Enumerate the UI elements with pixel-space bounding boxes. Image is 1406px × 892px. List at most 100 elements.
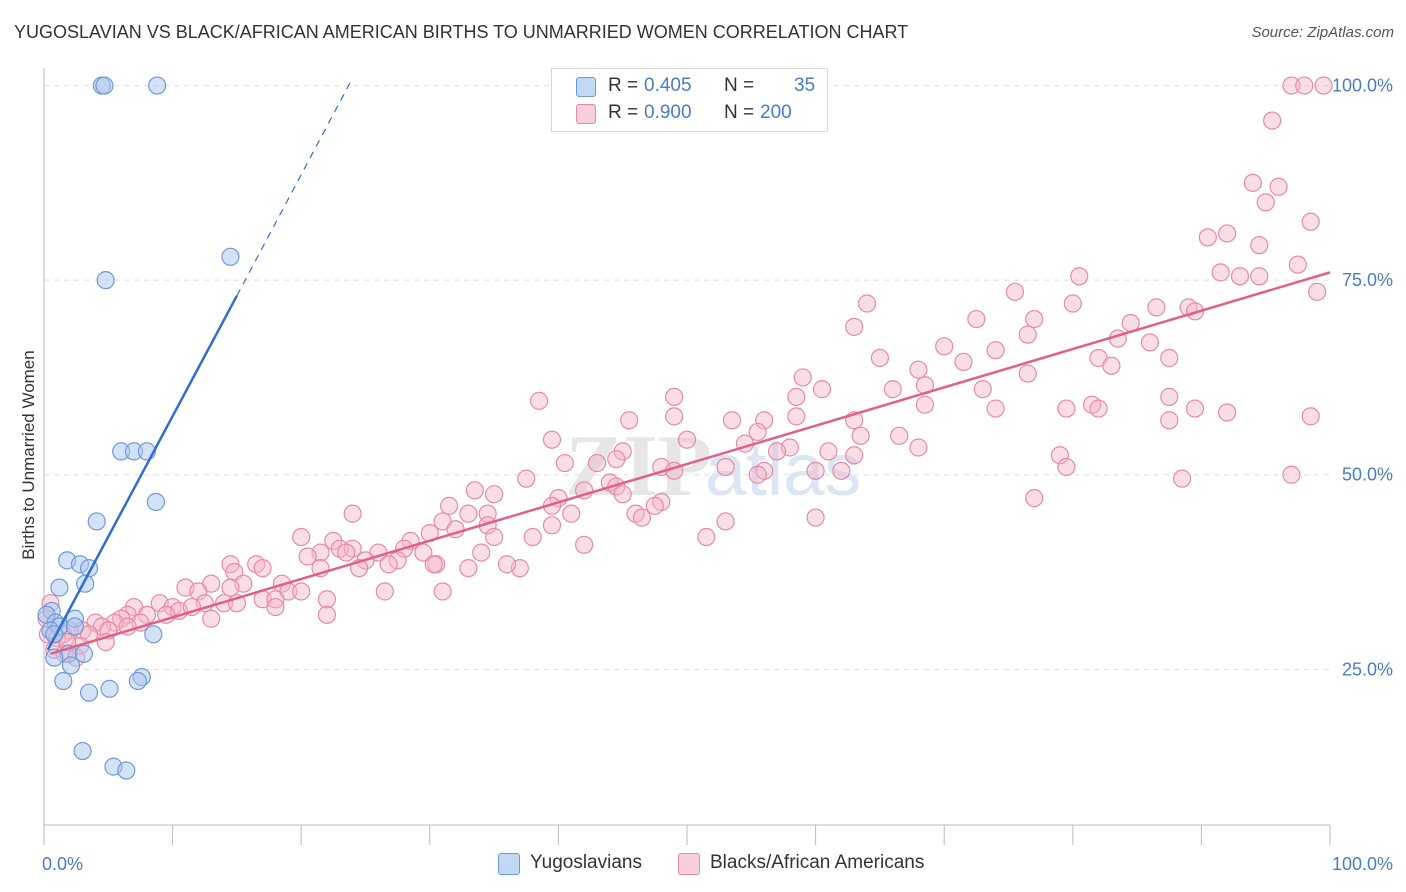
point-yugoslavians bbox=[128, 671, 147, 691]
point-black bbox=[748, 422, 767, 442]
x-tick-labels: 0.0% 100.0% bbox=[42, 854, 1393, 874]
point-black bbox=[1102, 356, 1121, 375]
y-tick-labels: 25.0% 50.0% 75.0% 100.0% bbox=[1332, 76, 1393, 680]
y-tick-label: 100.0% bbox=[1332, 76, 1393, 96]
y-tick-label: 75.0% bbox=[1342, 270, 1393, 290]
point-black bbox=[1263, 111, 1282, 130]
watermark: ZIP atlas bbox=[565, 418, 861, 515]
gridlines bbox=[44, 85, 1330, 670]
chart-title: YUGOSLAVIAN VS BLACK/AFRICAN AMERICAN BI… bbox=[14, 22, 909, 42]
point-black bbox=[645, 496, 664, 515]
point-black bbox=[716, 512, 735, 531]
point-black bbox=[607, 450, 626, 469]
point-black bbox=[1140, 333, 1160, 352]
point-black bbox=[1018, 364, 1037, 383]
point-black bbox=[1070, 267, 1089, 286]
point-black bbox=[1256, 193, 1275, 212]
point-black bbox=[1160, 348, 1179, 368]
point-black bbox=[909, 438, 928, 457]
point-black bbox=[292, 527, 311, 547]
point-black bbox=[870, 348, 890, 368]
point-black bbox=[298, 547, 317, 566]
point-black bbox=[665, 387, 684, 407]
trend-line-black bbox=[50, 271, 1331, 655]
point-black bbox=[1057, 457, 1076, 477]
point-black bbox=[1314, 76, 1333, 95]
point-black bbox=[388, 551, 407, 570]
legend-swatch-black bbox=[576, 104, 596, 124]
point-yugoslavians bbox=[50, 578, 69, 597]
point-black bbox=[716, 457, 735, 477]
point-black bbox=[935, 337, 954, 356]
legend-swatch-yugoslavians bbox=[576, 77, 596, 97]
y-axis-label: Births to Unmarried Women bbox=[19, 350, 38, 559]
point-black bbox=[414, 543, 433, 562]
point-black bbox=[1185, 399, 1205, 418]
point-black bbox=[575, 535, 594, 554]
point-black bbox=[1089, 399, 1108, 418]
trend-line-yugoslavians-extension bbox=[236, 77, 354, 297]
point-black bbox=[375, 582, 394, 601]
point-yugoslavians bbox=[87, 512, 106, 531]
point-black bbox=[1250, 236, 1269, 255]
point-black bbox=[587, 453, 607, 473]
point-black bbox=[542, 516, 562, 535]
point-black bbox=[857, 294, 877, 313]
point-black bbox=[266, 590, 285, 609]
x-tick-label-min: 0.0% bbox=[42, 854, 83, 874]
point-black bbox=[1160, 387, 1179, 407]
point-black bbox=[1198, 228, 1217, 247]
point-yugoslavians bbox=[146, 492, 165, 512]
legend: R = 0.405 N = 35 R = 0.900 N = 200 bbox=[551, 68, 828, 132]
point-black bbox=[485, 485, 504, 504]
point-black bbox=[485, 527, 504, 547]
legend-n-label: N = bbox=[724, 102, 755, 123]
point-black bbox=[497, 555, 517, 574]
point-black bbox=[517, 469, 536, 488]
point-black bbox=[973, 380, 992, 399]
trend-lines bbox=[46, 77, 1331, 655]
legend-n-value-black: 200 bbox=[760, 102, 792, 123]
point-black bbox=[806, 508, 825, 527]
point-black bbox=[620, 411, 639, 430]
point-black bbox=[986, 399, 1005, 418]
point-black bbox=[433, 582, 452, 601]
point-black bbox=[1005, 282, 1025, 301]
point-black bbox=[555, 453, 574, 473]
point-black bbox=[1025, 309, 1044, 329]
point-black bbox=[890, 426, 909, 445]
point-black bbox=[1050, 446, 1070, 465]
point-black bbox=[755, 411, 774, 430]
point-black bbox=[915, 395, 935, 414]
point-black bbox=[1173, 469, 1192, 488]
source-label: Source: ZipAtlas.com bbox=[1251, 24, 1394, 41]
point-black bbox=[523, 527, 542, 547]
point-black bbox=[439, 496, 459, 515]
point-black bbox=[1218, 224, 1237, 243]
legend-r-label: R = bbox=[608, 102, 639, 123]
point-black bbox=[1250, 267, 1269, 286]
point-black bbox=[424, 555, 443, 574]
point-yugoslavians bbox=[45, 648, 64, 667]
point-black bbox=[851, 426, 870, 445]
y-tick-label: 50.0% bbox=[1342, 465, 1393, 485]
point-black bbox=[266, 597, 285, 617]
trend-line-yugoslavians bbox=[46, 295, 239, 651]
point-black bbox=[954, 352, 973, 371]
point-black bbox=[1063, 294, 1082, 313]
series-black-points bbox=[37, 76, 1333, 667]
point-yugoslavians bbox=[95, 76, 114, 95]
point-black bbox=[1282, 76, 1301, 95]
point-black bbox=[1025, 488, 1044, 508]
x-tick-label-max: 100.0% bbox=[1332, 854, 1393, 874]
point-black bbox=[1288, 255, 1307, 274]
point-black bbox=[1243, 173, 1262, 192]
y-tick-label: 25.0% bbox=[1342, 659, 1393, 679]
point-black bbox=[1211, 263, 1230, 282]
point-black bbox=[1160, 411, 1179, 430]
point-black bbox=[1301, 212, 1320, 231]
point-yugoslavians bbox=[117, 761, 136, 780]
point-black bbox=[317, 605, 337, 624]
point-black bbox=[1147, 298, 1166, 317]
